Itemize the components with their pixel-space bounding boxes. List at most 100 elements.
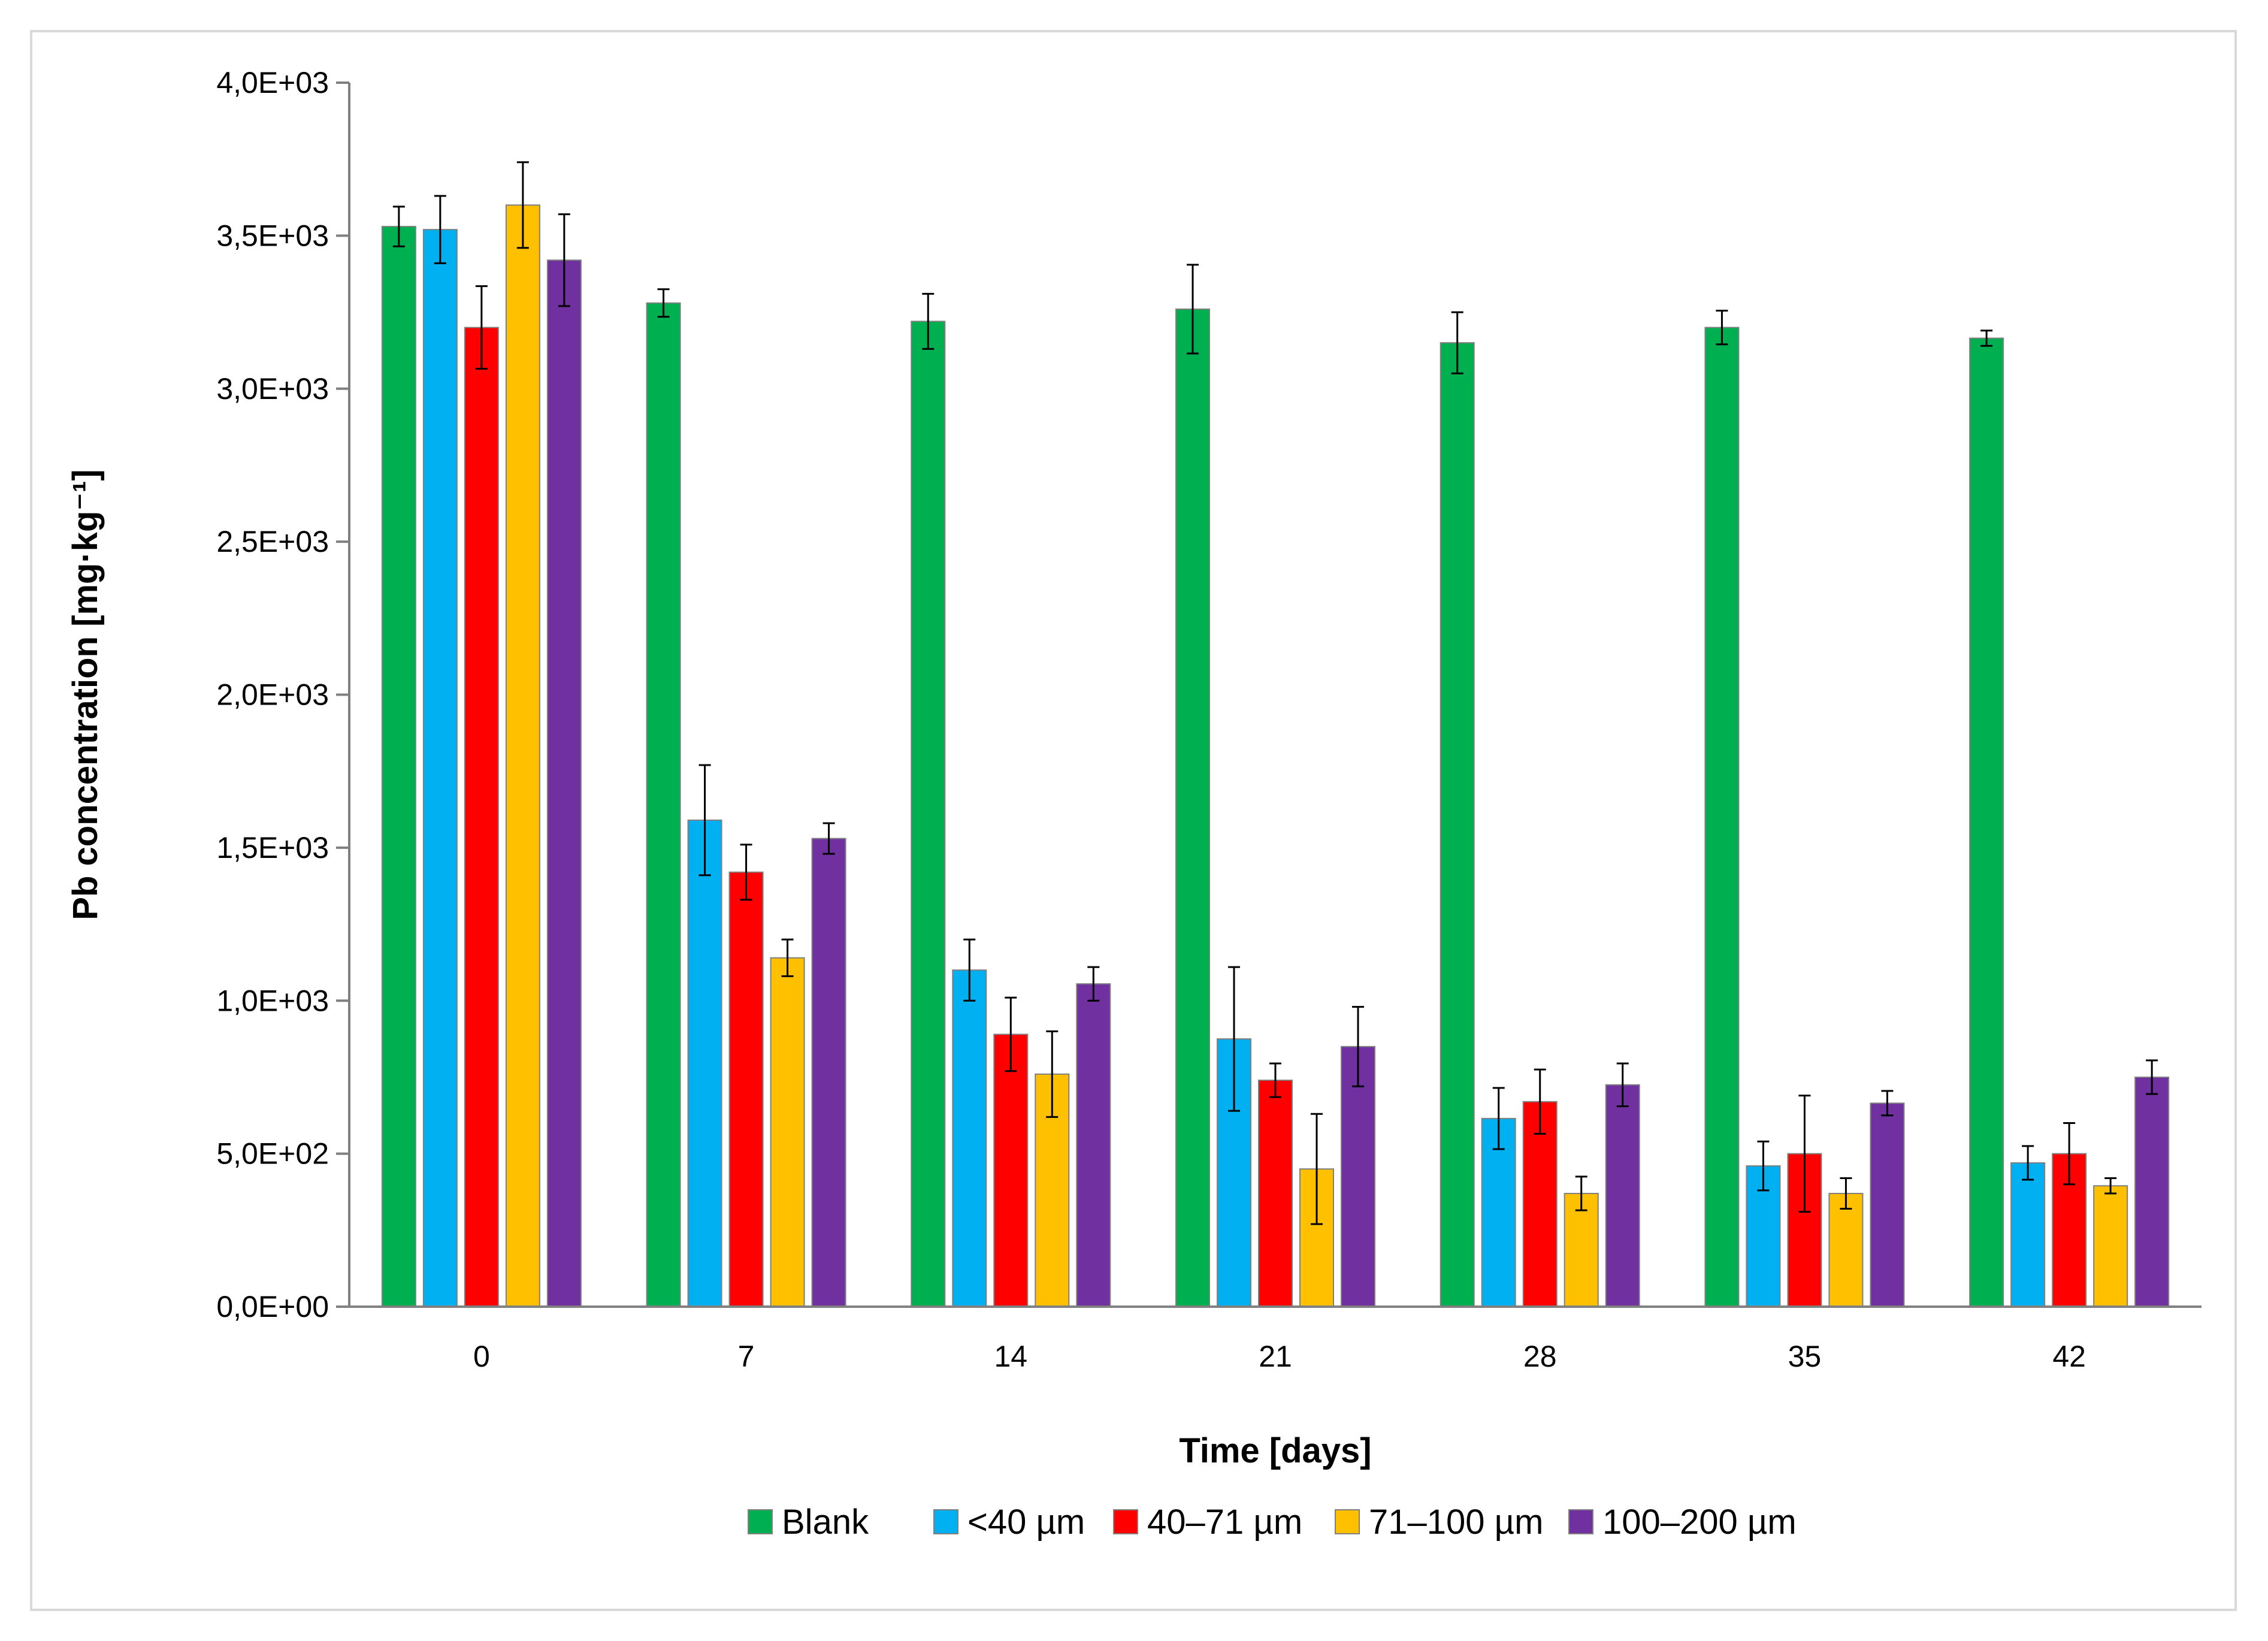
x-tick-label: 42 xyxy=(2052,1340,2086,1373)
x-tick-label: 7 xyxy=(738,1340,755,1373)
y-tick-label: 1,0E+03 xyxy=(216,984,329,1017)
y-axis-ticks: 0,0E+00 5,0E+02 1,0E+03 1,5E+03 2,0E+03 2,5E+… xyxy=(216,66,349,1323)
y-tick-label: 2,5E+03 xyxy=(216,525,329,558)
bar-40-71-m-day-28 xyxy=(1522,1101,1558,1307)
error-bar xyxy=(1840,1177,1852,1210)
error-bar xyxy=(434,195,446,264)
x-tick-label: 35 xyxy=(1788,1340,1822,1373)
error-bar xyxy=(1352,1005,1364,1087)
legend-label: 40–71 µm xyxy=(1147,1503,1302,1542)
bar-blank-day-7 xyxy=(646,302,681,1307)
bar-blank-day-35 xyxy=(1704,327,1740,1308)
y-tick-label: 1,5E+03 xyxy=(216,831,329,865)
y-tick-label: 3,0E+03 xyxy=(216,372,329,406)
legend-swatch xyxy=(1113,1509,1138,1534)
legend-label: 71–100 µm xyxy=(1369,1503,1543,1542)
error-bar xyxy=(1087,966,1100,1002)
legend-label: <40 µm xyxy=(967,1503,1085,1542)
bar-blank-day-14 xyxy=(911,321,946,1307)
error-bar xyxy=(822,822,835,855)
error-bar xyxy=(1492,1087,1505,1150)
bar-100-200-m-day-35 xyxy=(1870,1102,1905,1307)
y-axis-title: Pb concentration [mg·kg⁻¹] xyxy=(66,469,105,920)
y-tick-label: 4,0E+03 xyxy=(216,66,329,99)
bars xyxy=(381,204,2170,1308)
error-bar xyxy=(698,764,711,877)
error-bar xyxy=(558,213,570,307)
bar-100-200-m-day-42 xyxy=(2134,1076,2170,1307)
bar-40-71-m-day-21 xyxy=(1258,1080,1293,1308)
bar-blank-day-0 xyxy=(381,226,416,1307)
error-bar xyxy=(1228,966,1240,1112)
legend-swatch xyxy=(1568,1509,1593,1534)
legend: Blank <40 µm 40–71 µm 71–100 µm 100–200 µm xyxy=(748,1503,1797,1542)
y-tick-label: 5,0E+02 xyxy=(216,1137,329,1171)
legend-swatch xyxy=(1335,1509,1360,1534)
bar-71-100-m-day-0 xyxy=(505,204,540,1307)
error-bar xyxy=(1616,1062,1629,1107)
x-tick-label: 28 xyxy=(1523,1340,1557,1373)
error-bar xyxy=(2104,1177,2117,1195)
legend-item: <40 µm xyxy=(933,1503,1085,1542)
error-bar xyxy=(1005,996,1017,1072)
bar-40-71-m-day-0 xyxy=(464,327,499,1308)
error-bar xyxy=(475,285,488,370)
legend-item: 71–100 µm xyxy=(1335,1503,1543,1542)
error-bar xyxy=(516,161,529,249)
error-bar xyxy=(1451,311,1463,374)
y-tick-label: 2,0E+03 xyxy=(216,678,329,712)
error-bar xyxy=(2022,1145,2034,1181)
x-tick-label: 14 xyxy=(994,1340,1027,1373)
bar-100-200-m-day-28 xyxy=(1605,1084,1640,1308)
legend-item: 100–200 µm xyxy=(1568,1503,1797,1542)
legend-item: Blank xyxy=(748,1503,869,1542)
error-bar xyxy=(1881,1090,1894,1117)
bar-chart: 0,0E+00 5,0E+02 1,0E+03 1,5E+03 2,0E+03 2,5E+… xyxy=(66,66,2202,1542)
error-bar xyxy=(2063,1122,2076,1186)
error-bar xyxy=(2146,1059,2158,1095)
bar-100-200-m-day-7 xyxy=(811,838,846,1307)
bar-40-71-m-day-14 xyxy=(993,1033,1029,1307)
error-bar xyxy=(963,938,976,1002)
error-bar xyxy=(1269,1062,1281,1098)
bar--40-m-day-7 xyxy=(687,819,722,1307)
bar-71-100-m-day-35 xyxy=(1828,1193,1864,1307)
error-bar xyxy=(657,288,670,318)
bar--40-m-day-42 xyxy=(2010,1162,2046,1308)
error-bar xyxy=(740,844,752,901)
bar--40-m-day-14 xyxy=(952,969,987,1308)
error-bar xyxy=(1187,264,1199,355)
error-bar xyxy=(1798,1095,1811,1213)
legend-swatch xyxy=(748,1509,773,1534)
chart-frame: 0,0E+00 5,0E+02 1,0E+03 1,5E+03 2,0E+03 2,5E+… xyxy=(30,30,2237,1611)
bar-100-200-m-day-0 xyxy=(546,259,582,1307)
legend-label: 100–200 µm xyxy=(1602,1503,1797,1542)
legend-label: Blank xyxy=(782,1503,869,1542)
x-axis-ticks: 0 7 14 21 28 35 42 xyxy=(473,1340,2086,1373)
bar-100-200-m-day-14 xyxy=(1076,983,1111,1307)
bar--40-m-day-0 xyxy=(422,229,458,1307)
bar-blank-day-21 xyxy=(1175,308,1210,1308)
bar-71-100-m-day-7 xyxy=(770,957,805,1307)
x-axis-title: Time [days] xyxy=(1179,1431,1371,1470)
bar-blank-day-28 xyxy=(1440,342,1475,1308)
error-bar xyxy=(1757,1140,1770,1192)
bar-blank-day-42 xyxy=(1969,337,2004,1308)
error-bar xyxy=(1046,1030,1059,1118)
error-bar xyxy=(781,938,794,977)
error-bar xyxy=(1575,1175,1587,1211)
x-tick-label: 21 xyxy=(1259,1340,1292,1373)
x-tick-label: 0 xyxy=(473,1340,490,1373)
y-tick-label: 0,0E+00 xyxy=(216,1290,329,1323)
error-bars xyxy=(392,161,2158,1225)
error-bar xyxy=(1534,1068,1546,1135)
error-bar xyxy=(1980,330,1993,347)
y-tick-label: 3,5E+03 xyxy=(216,219,329,252)
error-bar xyxy=(922,292,935,350)
legend-item: 40–71 µm xyxy=(1113,1503,1302,1542)
bar-71-100-m-day-42 xyxy=(2093,1185,2128,1308)
bar-40-71-m-day-7 xyxy=(728,871,764,1307)
error-bar xyxy=(1311,1113,1323,1225)
error-bar xyxy=(1716,310,1728,346)
error-bar xyxy=(392,205,405,247)
